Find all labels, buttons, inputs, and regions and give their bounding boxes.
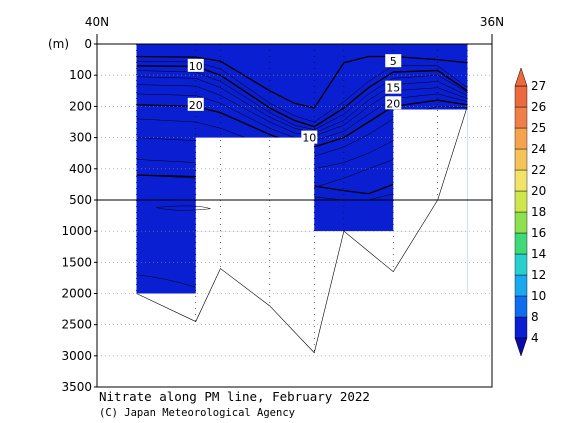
- colorbar-segment: [514, 253, 528, 276]
- colorbar-segment: [514, 274, 528, 297]
- colorbar-label: 4: [531, 331, 539, 345]
- contour-label: 10: [302, 132, 316, 145]
- contour-label: 10: [189, 60, 203, 73]
- colorbar-segment: [514, 190, 528, 213]
- y-tick-label: 2000: [61, 287, 92, 301]
- contour-label-bg: [187, 97, 204, 111]
- colorbar-label: 22: [531, 163, 546, 177]
- colorbar-label: 10: [531, 289, 546, 303]
- field-top-band: [136, 44, 468, 122]
- y-tick-label: 0: [84, 37, 92, 51]
- y-tick-label: 100: [69, 68, 92, 82]
- colorbar-segment: [514, 169, 528, 192]
- data-field: [136, 44, 468, 387]
- colorbar-segment: [514, 106, 528, 129]
- y-tick-label: 300: [69, 131, 92, 145]
- colorbar-label: 27: [531, 79, 546, 93]
- contour-label-bg: [385, 80, 402, 94]
- y-tick-label: 3500: [61, 380, 92, 394]
- colorbar-label: 8: [531, 310, 539, 324]
- colorbar-label: 24: [531, 142, 546, 156]
- top-lat-left: 40N: [85, 15, 109, 29]
- contour-label: 20: [189, 99, 203, 112]
- colorbar-segment: [514, 316, 528, 339]
- contour-label-bg: [385, 54, 402, 68]
- contour-line-5: [136, 55, 468, 109]
- colorbar-segment: [514, 85, 528, 108]
- top-lat-right: 36N: [480, 15, 504, 29]
- chart-title: Nitrate along PM line, February 2022: [99, 389, 370, 404]
- colorbar-low-arrow: [514, 337, 528, 357]
- y-tick-label: 500: [69, 193, 92, 207]
- colorbar-label: 26: [531, 100, 546, 114]
- colorbar-segment: [514, 211, 528, 234]
- contour-deep-closed: [156, 205, 211, 211]
- colorbar-label: 12: [531, 268, 546, 282]
- credit-text: (C) Japan Meteorological Agency: [99, 407, 295, 419]
- contour-label-bg: [385, 96, 402, 110]
- colorbar-segment: [514, 148, 528, 171]
- y-tick-label: 400: [69, 162, 92, 176]
- y-tick-label: 1000: [61, 224, 92, 238]
- colorbar-label: 16: [531, 226, 546, 240]
- masked-deep-right: [195, 231, 468, 387]
- colorbar-segment: [514, 295, 528, 318]
- contour-label: 20: [386, 97, 400, 110]
- y-tick-label: 1500: [61, 255, 92, 269]
- y-axis-label: (m): [48, 37, 69, 51]
- plot-frame: [96, 43, 493, 388]
- contour-deep-curve: [136, 274, 196, 288]
- contour-label: 5: [390, 55, 397, 68]
- masked-region-2: [393, 109, 468, 232]
- bottom-topography: [136, 106, 468, 354]
- colorbar-label: 20: [531, 184, 546, 198]
- masked-deep-left: [136, 293, 196, 387]
- colorbar-label: 18: [531, 205, 546, 219]
- colorbar-segment: [514, 232, 528, 255]
- y-tick-label: 200: [69, 99, 92, 113]
- contour-line-12: [136, 70, 468, 131]
- y-tick-label: 3000: [61, 349, 92, 363]
- colorbar-high-arrow: [514, 67, 528, 87]
- colorbar-label: 25: [531, 121, 546, 135]
- contour-label-bg: [187, 58, 204, 72]
- masked-region-1: [195, 137, 315, 232]
- y-tick-label: 2500: [61, 318, 92, 332]
- colorbar-label: 14: [531, 247, 546, 261]
- contour-label: 15: [386, 82, 400, 95]
- contour-label-bg: [301, 130, 318, 144]
- contour-line-10: [136, 65, 468, 128]
- colorbar-segment: [514, 127, 528, 150]
